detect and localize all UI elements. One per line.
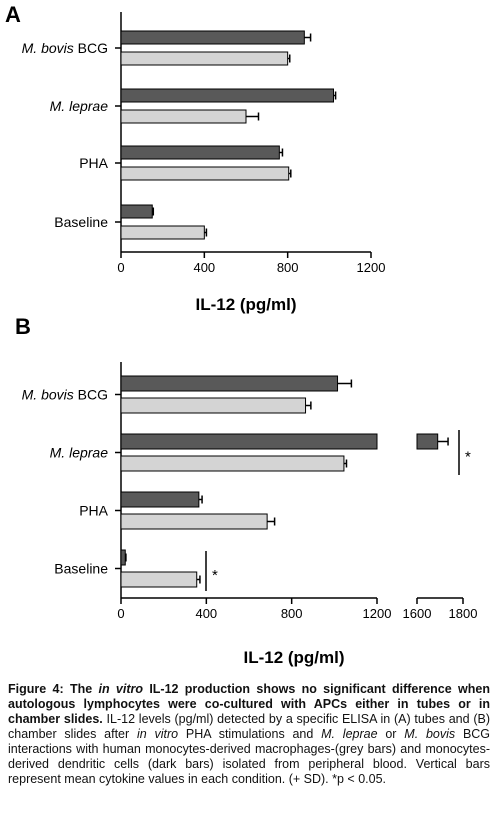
panel-a-bar-m-leprae-grey <box>120 109 247 124</box>
panel-b-category-label-baseline: Baseline <box>54 561 108 577</box>
panel-b-x-tick-label: 1600 <box>403 606 432 621</box>
panel-b-error-bar <box>337 379 353 388</box>
panel-a-x-tick-label: 0 <box>117 260 124 275</box>
caption-text-part1: IL-12 levels (pg/ml) detected by a speci… <box>8 712 490 741</box>
panel-a-error-bar <box>287 54 291 63</box>
panel-a-chart: A 0 400 800 1200 M. bovis BCG M. leprae PHA Ba… <box>5 2 385 314</box>
panel-a-error-bar <box>333 91 337 100</box>
panel-b-bar-baseline-dark <box>120 549 126 566</box>
panel-a-label: A <box>5 2 21 27</box>
panel-a-x-tick-label: 1200 <box>357 260 386 275</box>
panel-b-error-bar <box>343 459 348 468</box>
caption-text-italic1: in vitro <box>136 727 179 741</box>
panel-b-category-label-m-leprae: M. leprae <box>50 445 109 461</box>
panel-a-bar-m-bovis-bcg-dark <box>120 30 305 45</box>
caption-title-part1: The <box>69 682 93 696</box>
caption-figure-label: Figure 4: <box>8 682 64 696</box>
panel-b-chart: B 0 400 800 1200 1600 1800 M. bovis BCG M. lep… <box>15 314 477 667</box>
panel-b-bar-pha-grey <box>120 513 268 530</box>
panel-a-error-bar <box>279 148 284 157</box>
panel-a-category-label-baseline: Baseline <box>54 214 108 230</box>
panel-b-x-tick-label: 0 <box>117 606 124 621</box>
panel-a-x-axis-title: IL-12 (pg/ml) <box>195 295 296 314</box>
panel-b-bar-m-bovis-bcg-grey <box>120 397 307 414</box>
panel-a-category-label-m-bovis-bcg: M. bovis BCG <box>22 40 108 56</box>
caption-text-part4: BCG interactions with human monocytes-de… <box>8 727 491 786</box>
figure-charts: A 0 400 800 1200 M. bovis BCG M. leprae PHA Ba… <box>5 2 477 667</box>
panel-a-bar-baseline-dark <box>120 204 153 219</box>
panel-b-category-label-pha: PHA <box>79 503 108 519</box>
caption-text-italic2: M. leprae <box>321 727 378 741</box>
panel-b-x-tick-label: 800 <box>281 606 303 621</box>
figure-caption: Figure 4: The in vitro IL-12 production … <box>8 682 490 787</box>
panel-a-error-bar <box>304 33 312 42</box>
panel-b-significance-star: * <box>465 449 471 466</box>
panel-b-bar-m-leprae-dark-segment2 <box>416 433 439 450</box>
panel-a-error-bar <box>288 169 292 178</box>
panel-b-bar-m-bovis-bcg-dark <box>120 375 339 392</box>
panel-b-error-bar <box>437 437 449 446</box>
panel-b-significance-star: * <box>212 567 218 584</box>
panel-b-error-bar <box>196 575 201 584</box>
panel-b-error-bar <box>125 553 127 562</box>
panel-a-x-tick-label: 400 <box>193 260 215 275</box>
panel-a-bar-baseline-grey <box>120 225 205 240</box>
caption-title-part2: IL-12 production shows no significant di… <box>8 682 490 726</box>
panel-a-category-label-pha: PHA <box>79 155 108 171</box>
panel-a-bar-pha-grey <box>120 166 290 181</box>
panel-a-category-label-m-leprae: M. leprae <box>50 98 109 114</box>
panel-a-bar-m-bovis-bcg-grey <box>120 51 289 66</box>
panel-b-error-bar <box>198 495 203 504</box>
panel-b-x-tick-label: 1800 <box>449 606 478 621</box>
panel-b-bar-m-leprae-dark-segment1 <box>120 433 378 450</box>
panel-b-x-axis-title: IL-12 (pg/ml) <box>243 648 344 667</box>
panel-b-category-label-m-bovis-bcg: M. bovis BCG <box>22 387 108 403</box>
panel-b-x-tick-label: 400 <box>195 606 217 621</box>
caption-title-italic: in vitro <box>98 682 143 696</box>
panel-b-error-bar <box>305 401 312 410</box>
caption-text-part3: or <box>385 727 397 741</box>
panel-b-bar-m-leprae-grey <box>120 455 345 472</box>
panel-a-bar-pha-dark <box>120 145 280 160</box>
panel-a-bar-m-leprae-dark <box>120 88 334 103</box>
panel-b-bar-pha-dark <box>120 491 200 508</box>
panel-a-error-bar <box>246 112 260 121</box>
caption-text-part2: PHA stimulations and <box>185 727 314 741</box>
panel-b-label: B <box>15 314 31 339</box>
panel-b-bar-baseline-grey <box>120 571 198 588</box>
panel-a-error-bar <box>152 207 155 216</box>
panel-b-error-bar <box>267 517 276 526</box>
panel-b-x-tick-label: 1200 <box>363 606 392 621</box>
caption-text-italic3: M. bovis <box>404 727 456 741</box>
panel-a-x-tick-label: 800 <box>277 260 299 275</box>
panel-a-error-bar <box>204 228 208 237</box>
